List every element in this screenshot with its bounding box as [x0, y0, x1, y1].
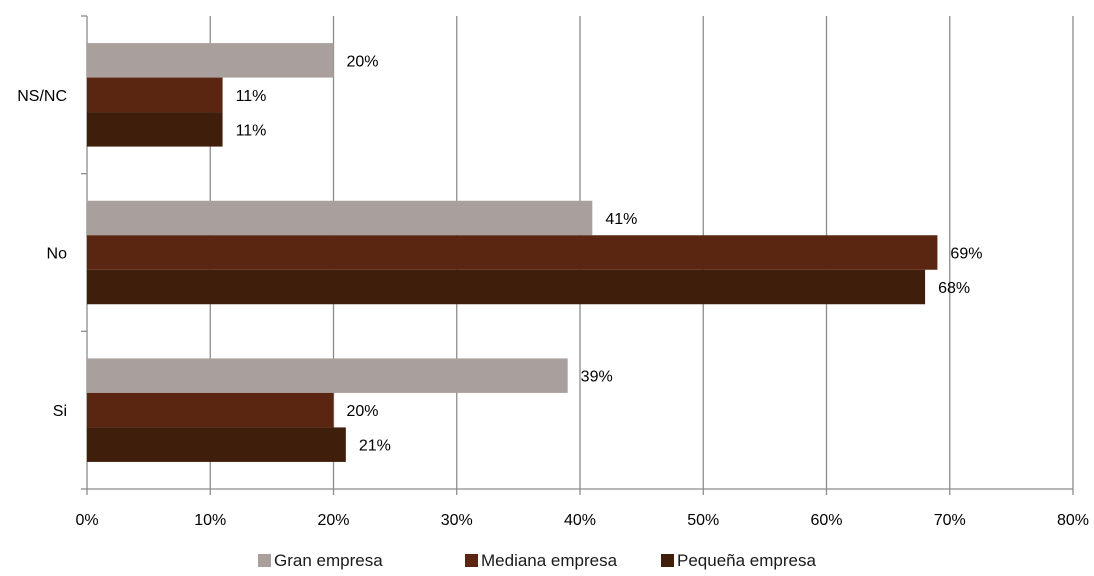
y-category-label: Si	[53, 403, 67, 420]
bar-mediana-empresa-ns-nc	[87, 77, 223, 113]
bar-mediana-empresa-no	[87, 235, 938, 270]
data-label: 11%	[236, 88, 267, 105]
data-label: 69%	[950, 246, 982, 263]
x-tick-label: 30%	[441, 512, 473, 529]
data-label: 20%	[347, 403, 379, 420]
legend-label: Gran empresa	[274, 551, 383, 570]
bar-pequeña-empresa-no	[87, 269, 926, 305]
x-tick-label: 10%	[194, 512, 226, 529]
legend-label: Pequeña empresa	[677, 551, 816, 570]
bar-gran-empresa-si	[87, 358, 568, 393]
data-label: 41%	[605, 211, 637, 228]
legend-swatch	[465, 554, 478, 567]
data-label: 39%	[581, 369, 613, 386]
bar-gran-empresa-no	[87, 200, 593, 236]
data-label: 20%	[347, 53, 379, 70]
x-tick-label: 60%	[810, 512, 842, 529]
bar-pequeña-empresa-si	[87, 427, 346, 462]
axes: 0% 10% 20% 30% 40% 50% 60% 70% 80% Si No NS/NC	[17, 15, 1089, 529]
bar-pequeña-empresa-ns-nc	[87, 112, 223, 147]
data-label: 68%	[938, 280, 970, 297]
bar-gran-empresa-ns-nc	[87, 43, 334, 78]
x-tick-label: 0%	[75, 512, 98, 529]
legend: Gran empresa Mediana empresa Pequeña empre…	[258, 551, 816, 570]
data-labels: 39% 20% 21% 41% 69% 68% 20% 11% 11%	[236, 53, 983, 454]
x-tick-label: 50%	[687, 512, 719, 529]
x-tick-label: 40%	[564, 512, 596, 529]
bars	[87, 43, 938, 462]
x-tick-label: 80%	[1057, 512, 1089, 529]
data-label: 21%	[359, 438, 391, 455]
legend-swatch	[258, 554, 271, 567]
x-tick-label: 20%	[317, 512, 349, 529]
legend-label: Mediana empresa	[481, 551, 618, 570]
y-category-label: NS/NC	[17, 88, 67, 105]
y-category-label: No	[47, 246, 68, 263]
data-label: 11%	[236, 122, 267, 139]
x-tick-label: 70%	[934, 512, 966, 529]
legend-swatch	[661, 554, 674, 567]
bar-mediana-empresa-si	[87, 392, 334, 428]
